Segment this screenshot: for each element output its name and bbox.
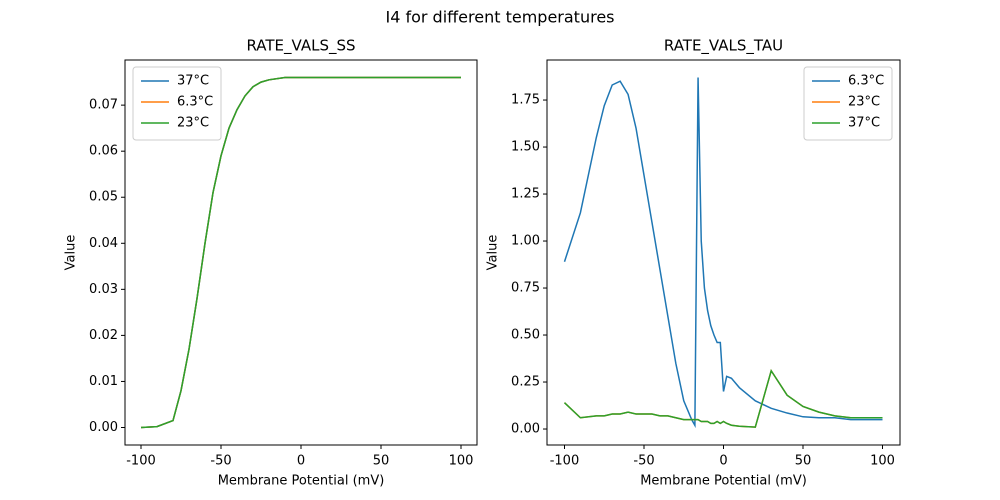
y-axis-label: Value <box>64 235 79 271</box>
series-line <box>563 368 883 428</box>
plot-frame <box>124 59 478 446</box>
legend-label: 23°C <box>177 116 209 131</box>
x-tick-label: 50 <box>795 454 812 469</box>
y-tick-label: 0.06 <box>89 144 118 159</box>
legend-box <box>803 66 893 141</box>
legend-label: 37°C <box>848 116 880 131</box>
legend-label: 6.3°C <box>177 95 213 110</box>
subplot: RATE_VALS_SS Membrane Potential (mV) Value… <box>64 37 478 489</box>
legend-label: 6.3°C <box>848 74 884 89</box>
x-tick-label: 0 <box>719 454 727 469</box>
x-tick-label: 0 <box>297 454 305 469</box>
y-tick-label: 0.50 <box>511 328 540 343</box>
y-tick-label: 1.50 <box>511 140 540 155</box>
subplot-title: RATE_VALS_SS <box>246 37 355 56</box>
y-tick-label: 1.75 <box>511 93 540 108</box>
x-tick-label: -50 <box>633 454 654 469</box>
y-tick-label: 0.00 <box>511 422 540 437</box>
x-tick-label: 100 <box>870 454 895 469</box>
subplot-title: RATE_VALS_TAU <box>664 37 783 56</box>
y-tick-label: 0.07 <box>89 98 118 113</box>
y-tick-label: 0.00 <box>89 420 118 435</box>
series-line <box>563 368 883 428</box>
y-tick-label: 1.25 <box>511 187 540 202</box>
y-tick-label: 1.00 <box>511 234 540 249</box>
subplot: RATE_VALS_TAU Membrane Potential (mV) Valu… <box>486 37 901 489</box>
y-tick-label: 0.01 <box>89 374 118 389</box>
y-axis-label: Value <box>486 235 501 271</box>
series-line <box>563 77 883 429</box>
figure-title: I4 for different temperatures <box>385 8 614 27</box>
x-tick-label: 50 <box>373 454 390 469</box>
y-tick-label: 0.02 <box>89 328 118 343</box>
series-line <box>140 76 461 429</box>
x-tick-label: -50 <box>210 454 231 469</box>
y-tick-label: 0.25 <box>511 375 540 390</box>
legend-label: 23°C <box>848 95 880 110</box>
x-tick-label: -100 <box>550 454 580 469</box>
y-tick-label: 0.04 <box>89 236 118 251</box>
legend-box <box>132 66 222 141</box>
plot-frame <box>546 59 901 446</box>
y-tick-label: 0.75 <box>511 281 540 296</box>
x-axis-label: Membrane Potential (mV) <box>640 474 807 489</box>
y-tick-label: 0.03 <box>89 282 118 297</box>
legend-label: 37°C <box>177 74 209 89</box>
x-tick-label: -100 <box>126 454 156 469</box>
x-axis-label: Membrane Potential (mV) <box>218 474 385 489</box>
x-tick-label: 100 <box>449 454 474 469</box>
y-tick-label: 0.05 <box>89 190 118 205</box>
